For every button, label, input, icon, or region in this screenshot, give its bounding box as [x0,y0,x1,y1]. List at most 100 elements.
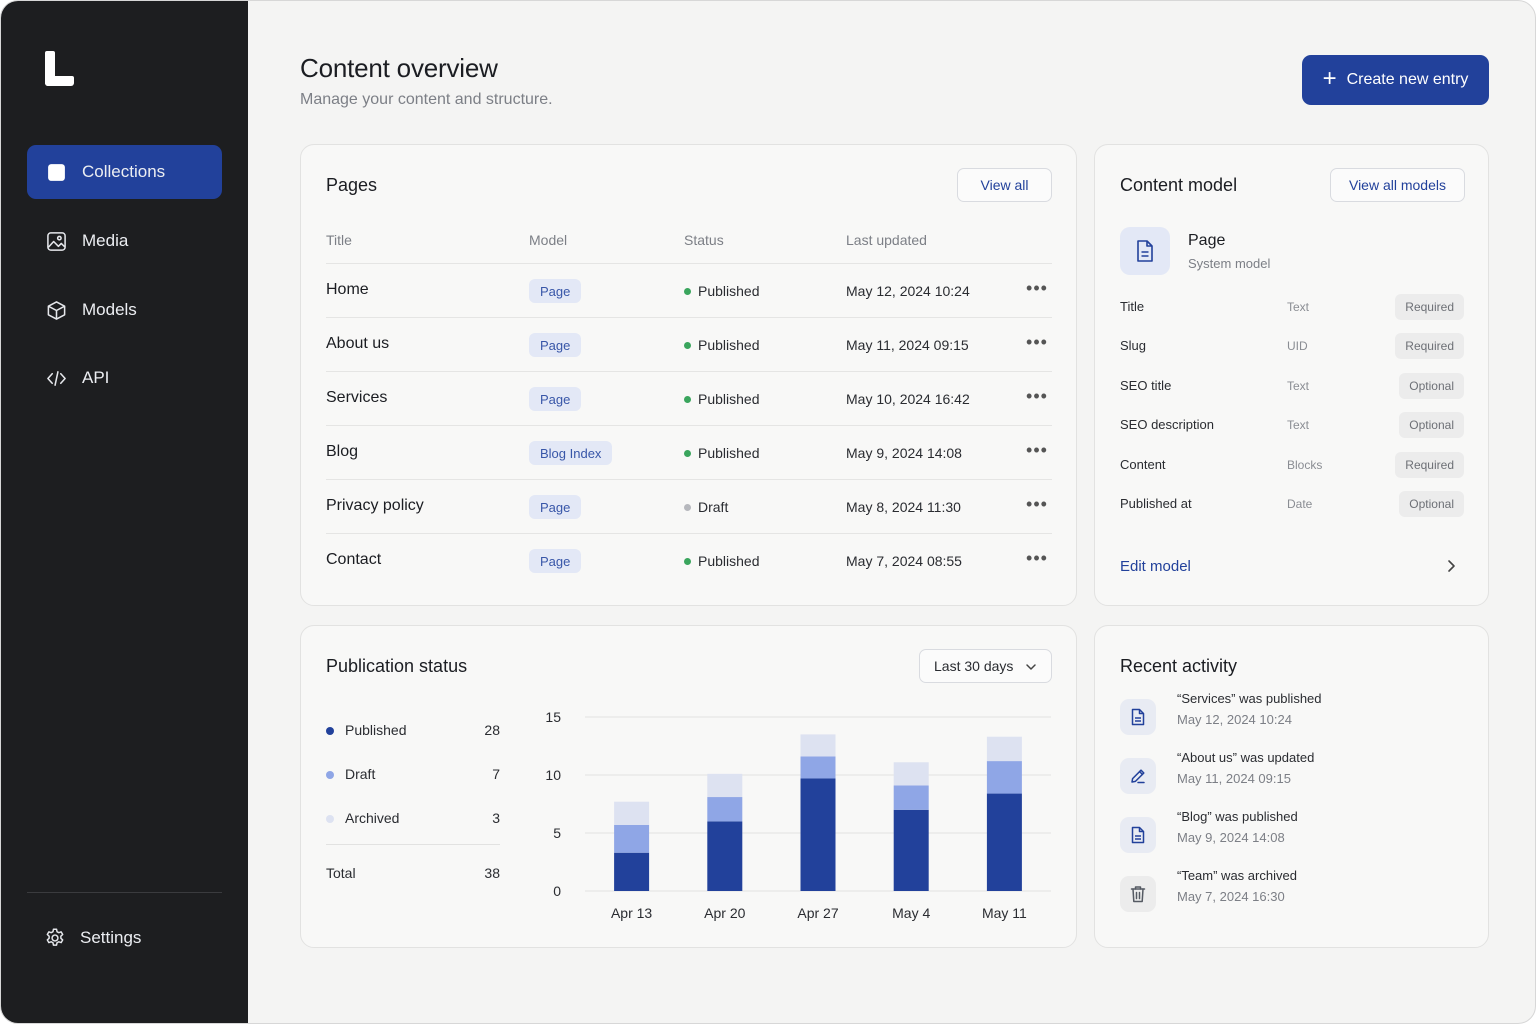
sidebar-item-label: API [82,368,110,387]
legend-swatch [326,815,334,823]
status-dot [684,503,691,511]
legend-value: 3 [492,810,500,826]
date-range-value: Last 30 days [934,658,1014,674]
table-row[interactable]: Privacy policy Page Draft May 8, 2024 11… [326,479,1052,533]
row-title: Privacy policy [326,497,424,514]
status-dot [684,557,691,565]
activity-item[interactable]: “About us” was updated May 11, 2024 09:1… [1120,750,1460,802]
bar-segment-archived [800,734,836,757]
sidebar-item-models[interactable]: Models [27,283,222,337]
more-icon[interactable]: ••• [1026,386,1048,406]
model-field: Slug UID Required [1120,333,1464,359]
legend-value: 7 [492,766,500,782]
bar-segment-draft [614,824,650,853]
code-icon [46,368,67,389]
status-badge: Draft [684,499,728,515]
status-text: Published [698,391,760,407]
view-all-models-button[interactable]: View all models [1330,168,1465,202]
total-label: Total [326,865,356,881]
sidebar-item-settings[interactable]: Settings [44,927,141,949]
activity-text: “Blog” was published [1177,809,1298,824]
model-subtitle: System model [1188,256,1271,271]
legend-label: Draft [345,766,376,782]
y-tick-label: 5 [553,825,561,841]
y-tick-label: 0 [553,883,561,899]
bar-segment-archived [614,801,650,825]
table-row[interactable]: Home Page Published May 12, 2024 10:24 •… [326,263,1052,317]
status-badge: Published [684,553,760,569]
status-dot [684,395,691,403]
field-requirement-badge: Required [1395,294,1464,320]
more-icon[interactable]: ••• [1026,332,1048,352]
y-tick-label: 15 [545,709,561,725]
document-icon [1120,227,1170,275]
table-row[interactable]: About us Page Published May 11, 2024 09:… [326,317,1052,371]
date-range-select[interactable]: Last 30 days [919,649,1052,683]
field-name: Slug [1120,338,1147,353]
bar-segment-published [614,852,650,891]
pages-view-all-button[interactable]: View all [957,168,1052,202]
table-row[interactable]: Services Page Published May 10, 2024 16:… [326,371,1052,425]
legend-swatch [326,771,334,779]
bar-segment-published [800,778,836,891]
row-title: Services [326,389,388,406]
bar-segment-draft [986,761,1022,794]
activity-time: May 7, 2024 16:30 [1177,889,1285,904]
field-type: Text [1287,418,1310,432]
status-text: Draft [698,499,729,515]
edit-model-link[interactable]: Edit model [1120,558,1191,575]
model-name: Page [1188,232,1226,249]
field-requirement-badge: Required [1395,452,1464,478]
more-icon[interactable]: ••• [1026,548,1048,568]
field-type: Text [1287,300,1310,314]
model-badge: Page [529,495,582,519]
row-updated: May 7, 2024 08:55 [846,553,962,569]
create-entry-button[interactable]: + Create new entry [1302,55,1489,105]
table-row[interactable]: Contact Page Published May 7, 2024 08:55… [326,533,1052,587]
column-header-status: Status [684,232,724,248]
field-type: Date [1287,497,1313,511]
row-updated: May 8, 2024 11:30 [846,499,961,515]
more-icon[interactable]: ••• [1026,494,1048,514]
field-name: SEO title [1120,378,1172,393]
sidebar-item-api[interactable]: API [27,351,222,405]
model-badge: Page [529,549,582,573]
field-type: Blocks [1287,458,1323,472]
sidebar-divider [27,892,222,893]
field-name: SEO description [1120,417,1214,432]
more-icon[interactable]: ••• [1026,440,1048,460]
bar-segment-draft [893,785,929,810]
sidebar-item-label: Media [82,231,129,250]
row-title: About us [326,335,390,352]
row-title: Home [326,281,369,298]
document-icon [1120,699,1156,735]
bar-segment-published [893,809,929,891]
model-field: Published at Date Optional [1120,491,1464,517]
table-row[interactable]: Blog Blog Index Published May 9, 2024 14… [326,425,1052,479]
sidebar-item-label: Collections [82,162,166,181]
status-text: Published [698,337,760,353]
activity-item[interactable]: “Services” was published May 12, 2024 10… [1120,691,1460,743]
status-badge: Published [684,445,760,461]
sidebar-item-media[interactable]: Media [27,214,222,268]
more-icon[interactable]: ••• [1026,278,1048,298]
sidebar-item-label: Models [82,300,137,319]
bar-segment-draft [800,756,836,779]
content-model-title: Content model [1120,175,1238,195]
activity-item[interactable]: “Blog” was published May 9, 2024 14:08 [1120,809,1460,861]
status-badge: Published [684,337,760,353]
page-title: Content overview [300,53,498,83]
field-name: Published at [1120,496,1192,511]
model-badge: Page [529,387,582,411]
model-field: Content Blocks Required [1120,452,1464,478]
legend-item-draft: Draft 7 [326,766,500,786]
activity-item[interactable]: “Team” was archived May 7, 2024 16:30 [1120,868,1460,920]
x-tick-label: May 11 [982,905,1027,921]
activity-time: May 11, 2024 09:15 [1177,771,1291,786]
field-type: UID [1287,339,1308,353]
model-badge: Page [529,333,582,357]
sidebar-item-collections[interactable]: Collections [27,145,222,199]
field-name: Title [1120,299,1145,314]
status-text: Published [698,445,760,461]
chevron-right-icon[interactable] [1442,557,1460,575]
